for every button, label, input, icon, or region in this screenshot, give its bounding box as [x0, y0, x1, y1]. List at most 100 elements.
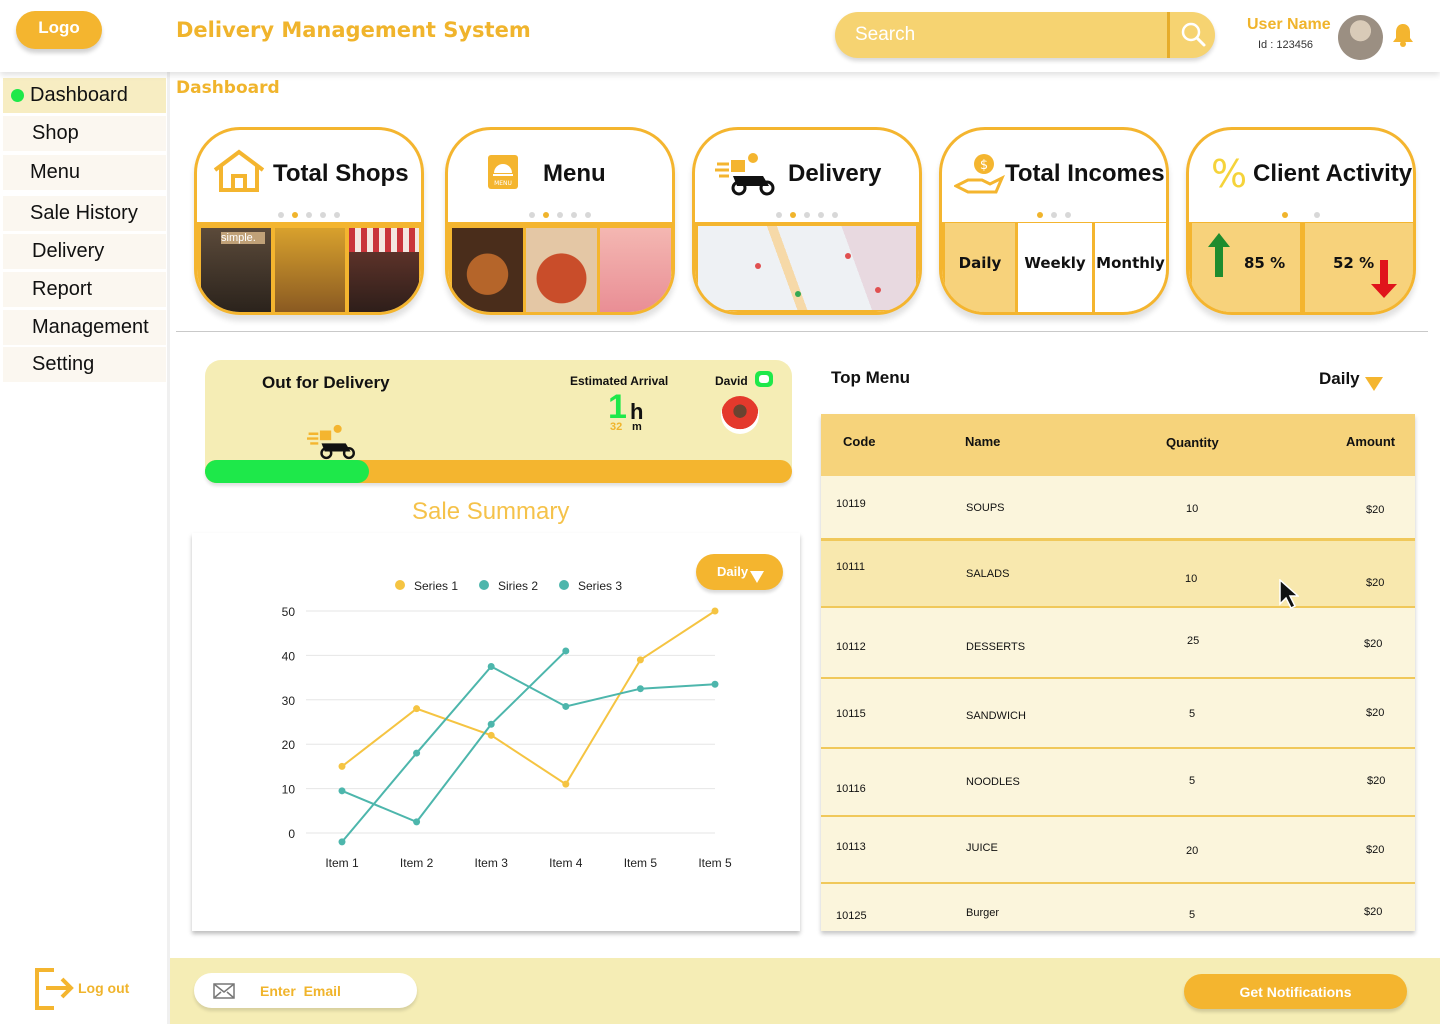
line-chart: 0 10 20 30 40 50 Item 1 Item 2 Item 3 Item 4 Item … [282, 579, 732, 870]
eta-hours: 1 [608, 388, 627, 426]
carousel-dots[interactable] [1189, 212, 1413, 218]
table-row[interactable]: 10113 JUICE 20 $20 [821, 817, 1415, 884]
table-row[interactable]: 10115 SANDWICH 5 $20 [821, 679, 1415, 749]
percent-icon: % [1211, 152, 1248, 196]
driver-avatar[interactable] [721, 396, 759, 434]
client-activity-card[interactable]: % Client Activity 85 % 52 % [1186, 127, 1416, 315]
table-row[interactable]: 10111 SALADS 10 $20 [821, 540, 1415, 609]
data-point [413, 749, 421, 757]
table-row[interactable]: 10112 DESSERTS 25 $20 [821, 608, 1415, 679]
user-name[interactable]: User Name [1247, 16, 1331, 33]
logout-button[interactable]: Log out [32, 966, 142, 1010]
legend-marker [395, 580, 405, 590]
tab-monthly[interactable]: Monthly [1095, 223, 1166, 312]
carousel-dots[interactable] [197, 212, 421, 218]
sidebar-item-management[interactable]: Management [3, 310, 166, 345]
logo[interactable]: Logo [16, 11, 102, 49]
get-notifications-button[interactable]: Get Notifications [1184, 974, 1407, 1009]
top-menu-filter[interactable]: Daily [1319, 369, 1383, 391]
carousel-dots[interactable] [695, 212, 919, 218]
sidebar-item-shop[interactable]: Shop [3, 116, 166, 151]
mouse-cursor-icon [1279, 579, 1299, 609]
cell-name: DESSERTS [966, 641, 1026, 653]
tab-weekly[interactable]: Weekly [1018, 223, 1092, 312]
table-row[interactable]: 10119 SOUPS 10 $20 [821, 476, 1415, 540]
sale-summary-chart: 0 10 20 30 40 50 Item 1 Item 2 Item 3 Item 4 Item … [192, 533, 800, 931]
logout-icon [35, 968, 74, 1010]
y-tick-label: 10 [282, 783, 296, 797]
data-point [562, 702, 570, 710]
sidebar-item-menu[interactable]: Menu [3, 155, 166, 190]
cell-code: 10115 [836, 708, 866, 720]
card-title: Total Incomes [1005, 160, 1165, 187]
cell-code: 10119 [836, 498, 866, 510]
column-header-code[interactable]: Code [843, 434, 876, 449]
cell-amount: $20 [1366, 844, 1385, 856]
cell-amount: $20 [1366, 577, 1385, 589]
page-title: Dashboard [176, 78, 280, 98]
search-button[interactable] [1167, 12, 1215, 58]
carousel-dots[interactable] [942, 212, 1166, 218]
data-point [413, 818, 421, 826]
series-line [341, 665, 716, 843]
legend-label: Series 3 [578, 579, 622, 593]
tab-daily[interactable]: Daily [945, 223, 1015, 312]
sidebar-item-report[interactable]: Report [3, 272, 166, 307]
data-point [562, 647, 570, 655]
column-header-amount[interactable]: Amount [1346, 434, 1396, 449]
cell-name: Burger [966, 907, 1000, 919]
sidebar-item-delivery[interactable]: Delivery [3, 234, 166, 269]
total-shops-card[interactable]: Total Shops simple. [194, 127, 424, 315]
search-bar [835, 12, 1215, 58]
cell-code: 10125 [836, 910, 867, 922]
data-point [636, 685, 644, 693]
chart-filter-label: Daily [717, 564, 749, 579]
sidebar-item-label: Delivery [32, 240, 105, 262]
table-row[interactable]: 10116 NOODLES 5 $20 [821, 749, 1415, 817]
sidebar-item-label: Setting [32, 353, 95, 375]
sidebar-item-sale-history[interactable]: Sale History [3, 196, 166, 231]
house-icon [213, 149, 265, 192]
map-preview[interactable] [698, 226, 916, 310]
data-point [562, 780, 570, 788]
sidebar-item-setting[interactable]: Setting [3, 347, 166, 382]
cell-name: NOODLES [966, 776, 1020, 788]
cell-amount: $20 [1366, 707, 1385, 719]
chevron-down-icon [1365, 377, 1383, 391]
driver-name: David [715, 374, 748, 388]
cell-name: SANDWICH [966, 710, 1026, 722]
x-tick-label: Item 3 [475, 856, 509, 870]
menu-card[interactable]: MENU Menu [445, 127, 675, 315]
burger-photo [452, 228, 523, 312]
card-title: Menu [543, 160, 606, 187]
chart-filter-dropdown[interactable]: Daily [696, 554, 783, 590]
bell-icon[interactable] [1392, 22, 1414, 48]
column-header-quantity[interactable]: Quantity [1166, 435, 1219, 450]
column-header-name[interactable]: Name [965, 434, 1001, 449]
email-input[interactable] [260, 973, 410, 1008]
sidebar-item-dashboard[interactable]: Dashboard [3, 78, 166, 113]
y-tick-label: 0 [288, 827, 295, 841]
data-point [413, 705, 421, 713]
cell-amount: $20 [1364, 906, 1383, 918]
y-tick-label: 40 [282, 649, 296, 663]
shop-photo [349, 228, 419, 312]
legend-marker [559, 580, 569, 590]
data-point [487, 720, 495, 728]
search-input[interactable] [855, 12, 1165, 58]
x-tick-label: Item 4 [549, 856, 583, 870]
legend-marker [479, 580, 489, 590]
card-title: Client Activity [1253, 160, 1413, 187]
delivery-card[interactable]: Delivery [692, 127, 922, 315]
menu-icon: MENU [488, 155, 518, 189]
active-indicator-dot [11, 89, 24, 102]
sidebar-item-label: Sale History [30, 202, 138, 224]
x-tick-label: Item 1 [325, 856, 359, 870]
eta-minutes-unit: m [632, 421, 642, 433]
carousel-dots[interactable] [448, 212, 672, 218]
avatar[interactable] [1338, 15, 1383, 60]
table-row[interactable]: 10125 Burger 5 $20 [821, 884, 1415, 931]
chat-icon[interactable] [755, 371, 773, 387]
delivery-status-title: Out for Delivery [262, 373, 390, 392]
total-incomes-card[interactable]: $ Total Incomes Daily Weekly Monthly [939, 127, 1169, 315]
